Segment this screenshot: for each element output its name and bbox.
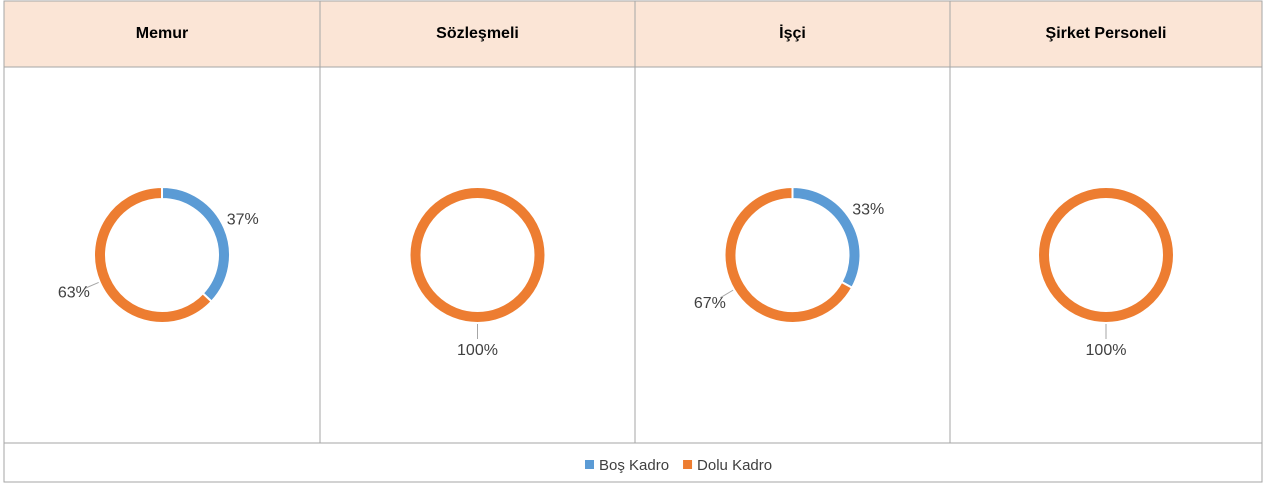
data-label: 100% [457,342,498,359]
leader-line [84,281,99,289]
donut-slice [723,185,854,324]
data-label: 100% [1086,342,1127,359]
legend-label: Dolu Kadro [697,457,772,474]
percent-sign: % [870,201,884,218]
legend-swatch [585,460,594,469]
legend-swatch [683,460,693,469]
percent-sign: % [1112,342,1126,359]
donut-slice [408,185,547,325]
column-header: Memur [136,25,188,42]
legend-label: Boş Kadro [599,457,669,474]
percent-sign: % [712,295,726,312]
header-row [3,0,1263,68]
column-header: Şirket Personeli [1046,25,1167,42]
data-label: 63% [58,284,90,301]
data-label: 67% [694,295,726,312]
leader-line [719,289,734,299]
percent-sign: % [484,342,498,359]
data-label: 37% [227,211,259,228]
column-header: İşçi [779,24,806,42]
donut-slice [93,185,213,324]
table-border [3,0,1263,483]
percent-sign: % [76,284,90,301]
percent-sign: % [245,211,259,228]
column-header: Sözleşmeli [436,25,519,42]
data-label: 33% [852,201,884,218]
donut-slice [1037,185,1175,325]
